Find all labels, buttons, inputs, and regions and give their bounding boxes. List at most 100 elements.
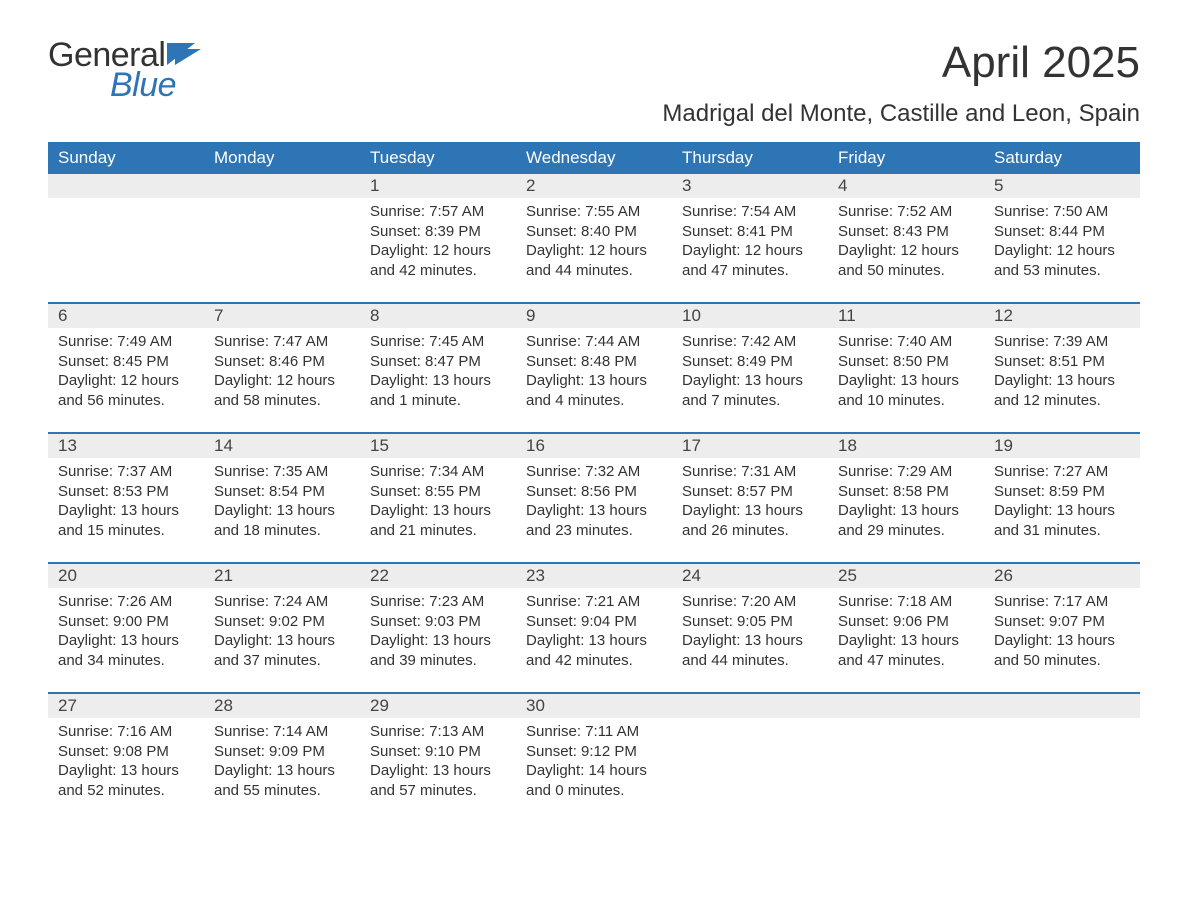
day-sunrise: Sunrise: 7:14 AM xyxy=(214,722,350,742)
day-daylight2: and 34 minutes. xyxy=(58,651,194,671)
day-number: 19 xyxy=(984,434,1140,458)
day-cell: 21Sunrise: 7:24 AMSunset: 9:02 PMDayligh… xyxy=(204,564,360,692)
day-sunset: Sunset: 8:46 PM xyxy=(214,352,350,372)
day-body: Sunrise: 7:17 AMSunset: 9:07 PMDaylight:… xyxy=(984,588,1140,670)
day-daylight1: Daylight: 13 hours xyxy=(370,501,506,521)
day-cell: 30Sunrise: 7:11 AMSunset: 9:12 PMDayligh… xyxy=(516,694,672,822)
day-cell xyxy=(204,174,360,302)
day-body: Sunrise: 7:55 AMSunset: 8:40 PMDaylight:… xyxy=(516,198,672,280)
day-cell: 22Sunrise: 7:23 AMSunset: 9:03 PMDayligh… xyxy=(360,564,516,692)
day-cell: 14Sunrise: 7:35 AMSunset: 8:54 PMDayligh… xyxy=(204,434,360,562)
day-cell: 28Sunrise: 7:14 AMSunset: 9:09 PMDayligh… xyxy=(204,694,360,822)
day-sunset: Sunset: 9:00 PM xyxy=(58,612,194,632)
day-sunset: Sunset: 8:45 PM xyxy=(58,352,194,372)
day-sunrise: Sunrise: 7:42 AM xyxy=(682,332,818,352)
day-daylight2: and 1 minute. xyxy=(370,391,506,411)
day-daylight1: Daylight: 13 hours xyxy=(994,631,1130,651)
day-number: 20 xyxy=(48,564,204,588)
day-body: Sunrise: 7:54 AMSunset: 8:41 PMDaylight:… xyxy=(672,198,828,280)
day-daylight2: and 15 minutes. xyxy=(58,521,194,541)
day-sunrise: Sunrise: 7:52 AM xyxy=(838,202,974,222)
header: General Blue April 2025 Madrigal del Mon… xyxy=(48,38,1140,128)
weekday-header: Monday xyxy=(204,142,360,174)
day-daylight1: Daylight: 13 hours xyxy=(838,501,974,521)
day-daylight1: Daylight: 13 hours xyxy=(526,631,662,651)
day-cell: 26Sunrise: 7:17 AMSunset: 9:07 PMDayligh… xyxy=(984,564,1140,692)
day-cell: 3Sunrise: 7:54 AMSunset: 8:41 PMDaylight… xyxy=(672,174,828,302)
day-daylight2: and 29 minutes. xyxy=(838,521,974,541)
day-daylight1: Daylight: 13 hours xyxy=(682,371,818,391)
day-sunset: Sunset: 9:10 PM xyxy=(370,742,506,762)
day-sunset: Sunset: 8:39 PM xyxy=(370,222,506,242)
day-daylight2: and 44 minutes. xyxy=(526,261,662,281)
day-sunset: Sunset: 9:06 PM xyxy=(838,612,974,632)
day-body: Sunrise: 7:29 AMSunset: 8:58 PMDaylight:… xyxy=(828,458,984,540)
day-daylight1: Daylight: 13 hours xyxy=(838,371,974,391)
day-cell: 6Sunrise: 7:49 AMSunset: 8:45 PMDaylight… xyxy=(48,304,204,432)
logo-text-blue: Blue xyxy=(48,68,201,102)
day-daylight2: and 10 minutes. xyxy=(838,391,974,411)
day-daylight1: Daylight: 13 hours xyxy=(58,501,194,521)
day-sunrise: Sunrise: 7:34 AM xyxy=(370,462,506,482)
day-cell: 23Sunrise: 7:21 AMSunset: 9:04 PMDayligh… xyxy=(516,564,672,692)
day-number: 25 xyxy=(828,564,984,588)
day-daylight2: and 4 minutes. xyxy=(526,391,662,411)
day-daylight2: and 47 minutes. xyxy=(838,651,974,671)
day-daylight1: Daylight: 13 hours xyxy=(370,761,506,781)
day-number: 7 xyxy=(204,304,360,328)
day-sunrise: Sunrise: 7:37 AM xyxy=(58,462,194,482)
day-daylight1: Daylight: 13 hours xyxy=(682,501,818,521)
day-body: Sunrise: 7:47 AMSunset: 8:46 PMDaylight:… xyxy=(204,328,360,410)
day-body: Sunrise: 7:32 AMSunset: 8:56 PMDaylight:… xyxy=(516,458,672,540)
day-daylight1: Daylight: 12 hours xyxy=(214,371,350,391)
day-cell xyxy=(48,174,204,302)
day-number: 9 xyxy=(516,304,672,328)
day-sunset: Sunset: 8:59 PM xyxy=(994,482,1130,502)
day-sunset: Sunset: 8:44 PM xyxy=(994,222,1130,242)
day-number: 2 xyxy=(516,174,672,198)
day-sunrise: Sunrise: 7:35 AM xyxy=(214,462,350,482)
day-number: 23 xyxy=(516,564,672,588)
day-daylight1: Daylight: 13 hours xyxy=(838,631,974,651)
day-body: Sunrise: 7:21 AMSunset: 9:04 PMDaylight:… xyxy=(516,588,672,670)
day-cell: 10Sunrise: 7:42 AMSunset: 8:49 PMDayligh… xyxy=(672,304,828,432)
day-sunrise: Sunrise: 7:18 AM xyxy=(838,592,974,612)
day-sunrise: Sunrise: 7:13 AM xyxy=(370,722,506,742)
day-number: 27 xyxy=(48,694,204,718)
weekday-header: Saturday xyxy=(984,142,1140,174)
day-sunrise: Sunrise: 7:29 AM xyxy=(838,462,974,482)
day-number: 10 xyxy=(672,304,828,328)
day-daylight1: Daylight: 13 hours xyxy=(526,371,662,391)
day-cell: 9Sunrise: 7:44 AMSunset: 8:48 PMDaylight… xyxy=(516,304,672,432)
weekday-header-row: Sunday Monday Tuesday Wednesday Thursday… xyxy=(48,142,1140,174)
day-sunrise: Sunrise: 7:26 AM xyxy=(58,592,194,612)
day-number xyxy=(828,694,984,718)
day-sunset: Sunset: 8:40 PM xyxy=(526,222,662,242)
day-number: 17 xyxy=(672,434,828,458)
day-daylight2: and 57 minutes. xyxy=(370,781,506,801)
day-sunset: Sunset: 8:47 PM xyxy=(370,352,506,372)
day-daylight2: and 26 minutes. xyxy=(682,521,818,541)
day-body: Sunrise: 7:20 AMSunset: 9:05 PMDaylight:… xyxy=(672,588,828,670)
day-body: Sunrise: 7:13 AMSunset: 9:10 PMDaylight:… xyxy=(360,718,516,800)
day-body: Sunrise: 7:27 AMSunset: 8:59 PMDaylight:… xyxy=(984,458,1140,540)
day-number: 4 xyxy=(828,174,984,198)
day-cell: 24Sunrise: 7:20 AMSunset: 9:05 PMDayligh… xyxy=(672,564,828,692)
day-cell: 27Sunrise: 7:16 AMSunset: 9:08 PMDayligh… xyxy=(48,694,204,822)
day-cell: 13Sunrise: 7:37 AMSunset: 8:53 PMDayligh… xyxy=(48,434,204,562)
day-body: Sunrise: 7:11 AMSunset: 9:12 PMDaylight:… xyxy=(516,718,672,800)
day-sunrise: Sunrise: 7:54 AM xyxy=(682,202,818,222)
day-daylight1: Daylight: 12 hours xyxy=(370,241,506,261)
weekday-header: Wednesday xyxy=(516,142,672,174)
day-sunrise: Sunrise: 7:45 AM xyxy=(370,332,506,352)
day-number: 15 xyxy=(360,434,516,458)
day-number: 3 xyxy=(672,174,828,198)
day-sunset: Sunset: 8:58 PM xyxy=(838,482,974,502)
day-body: Sunrise: 7:16 AMSunset: 9:08 PMDaylight:… xyxy=(48,718,204,800)
day-sunrise: Sunrise: 7:39 AM xyxy=(994,332,1130,352)
day-sunset: Sunset: 8:43 PM xyxy=(838,222,974,242)
day-daylight2: and 55 minutes. xyxy=(214,781,350,801)
day-daylight2: and 58 minutes. xyxy=(214,391,350,411)
day-number: 5 xyxy=(984,174,1140,198)
day-number: 16 xyxy=(516,434,672,458)
